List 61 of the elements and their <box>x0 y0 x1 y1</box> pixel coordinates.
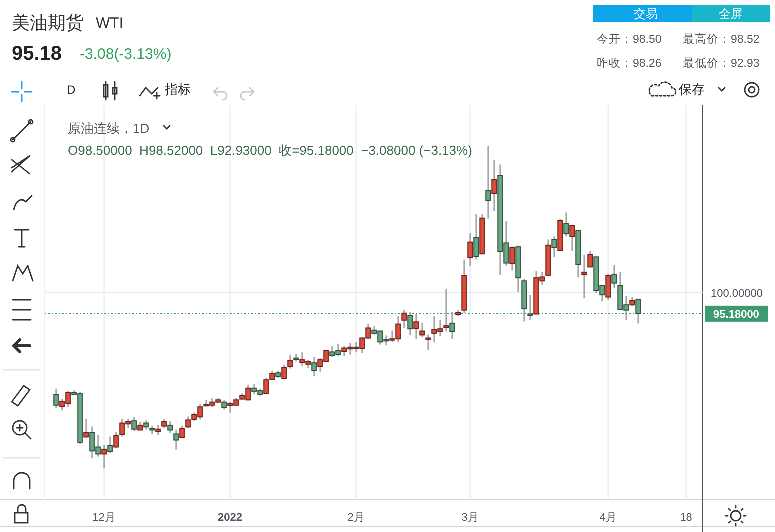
annotation: -3.08(-3.13%) <box>80 46 172 63</box>
candlestick <box>486 146 491 220</box>
x-tick-label: 18 <box>680 512 692 524</box>
candlestick <box>108 436 113 454</box>
x-tick-label: 12月 <box>92 512 116 524</box>
annotation: 95.18 <box>12 43 62 65</box>
annotation: 指标 <box>165 82 191 97</box>
candlestick <box>312 356 317 378</box>
ref-line-label: 95.18000 <box>714 308 760 321</box>
candlestick <box>168 421 173 434</box>
candlestick <box>582 254 587 300</box>
candlestick <box>606 274 611 300</box>
candlestick <box>588 250 593 268</box>
candlestick <box>444 288 449 332</box>
candlestick <box>564 212 569 238</box>
x-tick-label: 3月 <box>462 512 479 524</box>
annotation: O98.50000 H98.52000 L92.93000 收=95.18000 −3.08000 (−3.13%) <box>68 143 472 158</box>
candlestick <box>144 420 149 430</box>
annotation: 保存 <box>679 82 705 97</box>
ref-label: 95.18000 <box>705 306 768 322</box>
candlestick <box>180 425 185 438</box>
candlestick <box>426 334 431 351</box>
candlestick <box>402 309 407 329</box>
candlestick <box>408 312 413 336</box>
annotation: 最低价：92.93 <box>683 58 760 70</box>
candlestick <box>468 232 473 267</box>
candlestick <box>282 364 287 380</box>
candlestick <box>450 312 455 340</box>
chart-subtitle: WTI <box>96 15 124 32</box>
candlestick <box>612 264 617 289</box>
x-tick-label: 2022 <box>218 512 243 524</box>
candlestick <box>132 416 137 432</box>
ref-label: 100.00000 <box>711 288 763 300</box>
candlestick <box>552 236 557 258</box>
candlestick <box>156 424 161 436</box>
candlestick <box>102 444 107 470</box>
candlestick <box>528 294 533 320</box>
annotation: 最高价：98.52 <box>683 34 760 46</box>
annotation: 昨收：98.26 <box>597 58 662 70</box>
chart-title: 美油期货 <box>12 13 84 33</box>
candlestick <box>414 314 419 340</box>
candlestick <box>420 322 425 338</box>
candlestick <box>630 296 635 307</box>
candlestick <box>84 418 89 438</box>
candlestick <box>222 400 227 410</box>
candlestick <box>474 213 479 260</box>
annotation: D <box>67 83 76 97</box>
candlestick <box>114 432 119 450</box>
candlestick <box>510 246 515 272</box>
candlestick <box>636 298 641 324</box>
x-tick-label: 2月 <box>348 512 365 524</box>
candlestick <box>570 224 575 252</box>
annotation: 今开：98.50 <box>597 34 662 46</box>
x-tick-label: 4月 <box>600 512 617 524</box>
candlestick <box>162 418 167 429</box>
candlestick <box>174 429 179 450</box>
candlestick <box>54 388 59 409</box>
annotation: 原油连续，1D <box>68 121 150 136</box>
annotation: 全屏 <box>692 5 770 22</box>
candlestick <box>288 354 293 370</box>
candlestick <box>492 159 497 212</box>
